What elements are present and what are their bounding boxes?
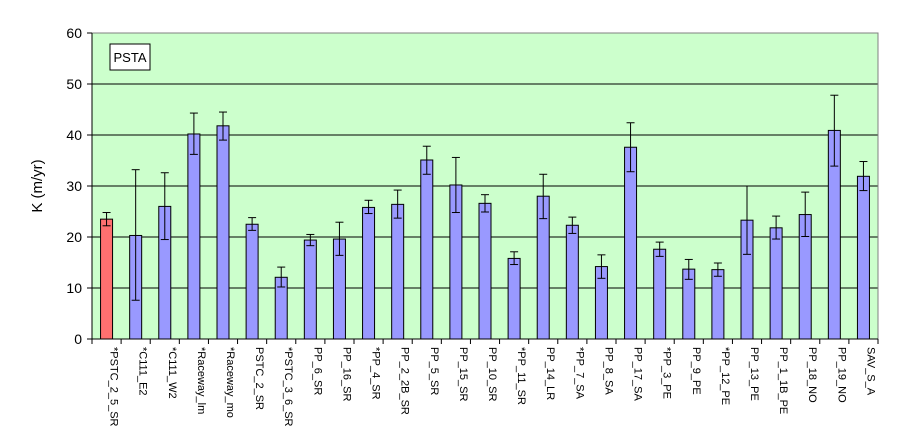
bar (653, 248, 667, 340)
bar (391, 203, 405, 340)
bar (420, 159, 434, 340)
error-bar (451, 156, 460, 214)
error-bar (160, 172, 169, 241)
x-tick-label: SAV_S_A (864, 347, 876, 396)
error-bar (772, 215, 781, 240)
y-axis-title: K (m/yr) (29, 159, 46, 212)
x-axis: *PSTC_2_5_SR *C111_E2 *C111_W2 *Raceway_lm *… (91, 338, 879, 427)
y-tick-label: 10 (66, 280, 82, 296)
x-tick-label: *PP_11_SR (515, 347, 527, 405)
bar (100, 218, 114, 340)
x-tick-label: PP_13_PE (748, 347, 760, 401)
bar (711, 269, 725, 340)
y-tick-label: 60 (66, 25, 82, 41)
error-bar (364, 199, 373, 215)
error-bar (277, 266, 286, 288)
error-bar (801, 191, 810, 237)
error-bar (306, 233, 315, 247)
x-tick-label: PP_6_SR (311, 347, 323, 395)
error-bar (859, 161, 868, 192)
x-tick-label: PP_16_SR (340, 347, 352, 401)
x-tick-label: PP_18_NO (806, 347, 818, 403)
bar (624, 146, 638, 340)
error-bar (830, 94, 839, 167)
error-bar (131, 169, 140, 301)
x-tick-label: *Raceway_lm (195, 347, 207, 414)
bar (303, 239, 317, 340)
bar (565, 224, 579, 340)
x-tick-label: PP_17_SA (632, 347, 644, 401)
x-tick-label: PP_9_PE (690, 347, 702, 395)
x-tick-label: PP_10_SR (486, 347, 498, 401)
x-tick-label: *PP_3_PE (661, 347, 673, 399)
x-tick-label: *PP_12_PE (719, 347, 731, 405)
x-tick-label: *PP_7_SA (573, 347, 585, 400)
y-tick-label: 20 (66, 229, 82, 245)
error-bar (102, 212, 111, 227)
x-tick-label: *C111_E2 (137, 347, 149, 396)
y-tick-label: 0 (74, 331, 82, 347)
x-tick-label: PP_15_SR (457, 347, 469, 401)
y-tick-label: 50 (66, 76, 82, 92)
y-tick-label: 40 (66, 127, 82, 143)
bar (245, 223, 259, 340)
legend-box: PSTA (109, 43, 151, 71)
error-bar (626, 122, 635, 173)
error-bar (743, 185, 751, 255)
x-tick-label: *C111_W2 (166, 347, 178, 399)
error-bar (481, 194, 489, 213)
x-tick-label: *PP_4_SR (370, 347, 382, 400)
error-bar (335, 221, 344, 256)
error-bar (189, 112, 198, 155)
bar (856, 175, 870, 340)
x-tick-label: PSTC_2_SR (253, 347, 265, 410)
error-bar (539, 173, 548, 220)
error-bar (568, 216, 577, 234)
error-bar (510, 251, 519, 266)
x-tick-label: PP_14_LR (544, 347, 556, 400)
error-bar (219, 111, 227, 141)
error-bar (684, 258, 693, 280)
x-tick-label: *PSTC_2_5_SR (108, 347, 120, 427)
error-bar (248, 217, 257, 231)
bar (216, 125, 230, 340)
y-tick-label: 30 (66, 178, 82, 194)
error-bar (597, 254, 606, 279)
bar (769, 227, 783, 340)
x-tick-label: *PSTC_3_6_SR (282, 347, 294, 427)
y-axis: 0 10 20 30 40 50 60 (66, 25, 93, 347)
error-bar (422, 145, 431, 175)
x-tick-label: PP_8_SA (602, 347, 614, 395)
x-tick-label: PP_1_1B_PE (777, 347, 789, 414)
x-tick-label: *Raceway_mo (224, 347, 236, 418)
legend-label: PSTA (114, 50, 147, 65)
error-bar (655, 241, 664, 257)
error-bars (102, 94, 868, 301)
bar (187, 133, 201, 340)
error-bar (713, 262, 722, 277)
x-tick-label: PP_2_2B_SR (399, 347, 411, 415)
bar (478, 202, 492, 340)
x-tick-label: PP_5_SR (428, 347, 440, 395)
bar (362, 206, 376, 340)
error-bar (393, 189, 402, 219)
bar (507, 257, 521, 340)
x-tick-label: PP_19_NO (835, 347, 847, 403)
